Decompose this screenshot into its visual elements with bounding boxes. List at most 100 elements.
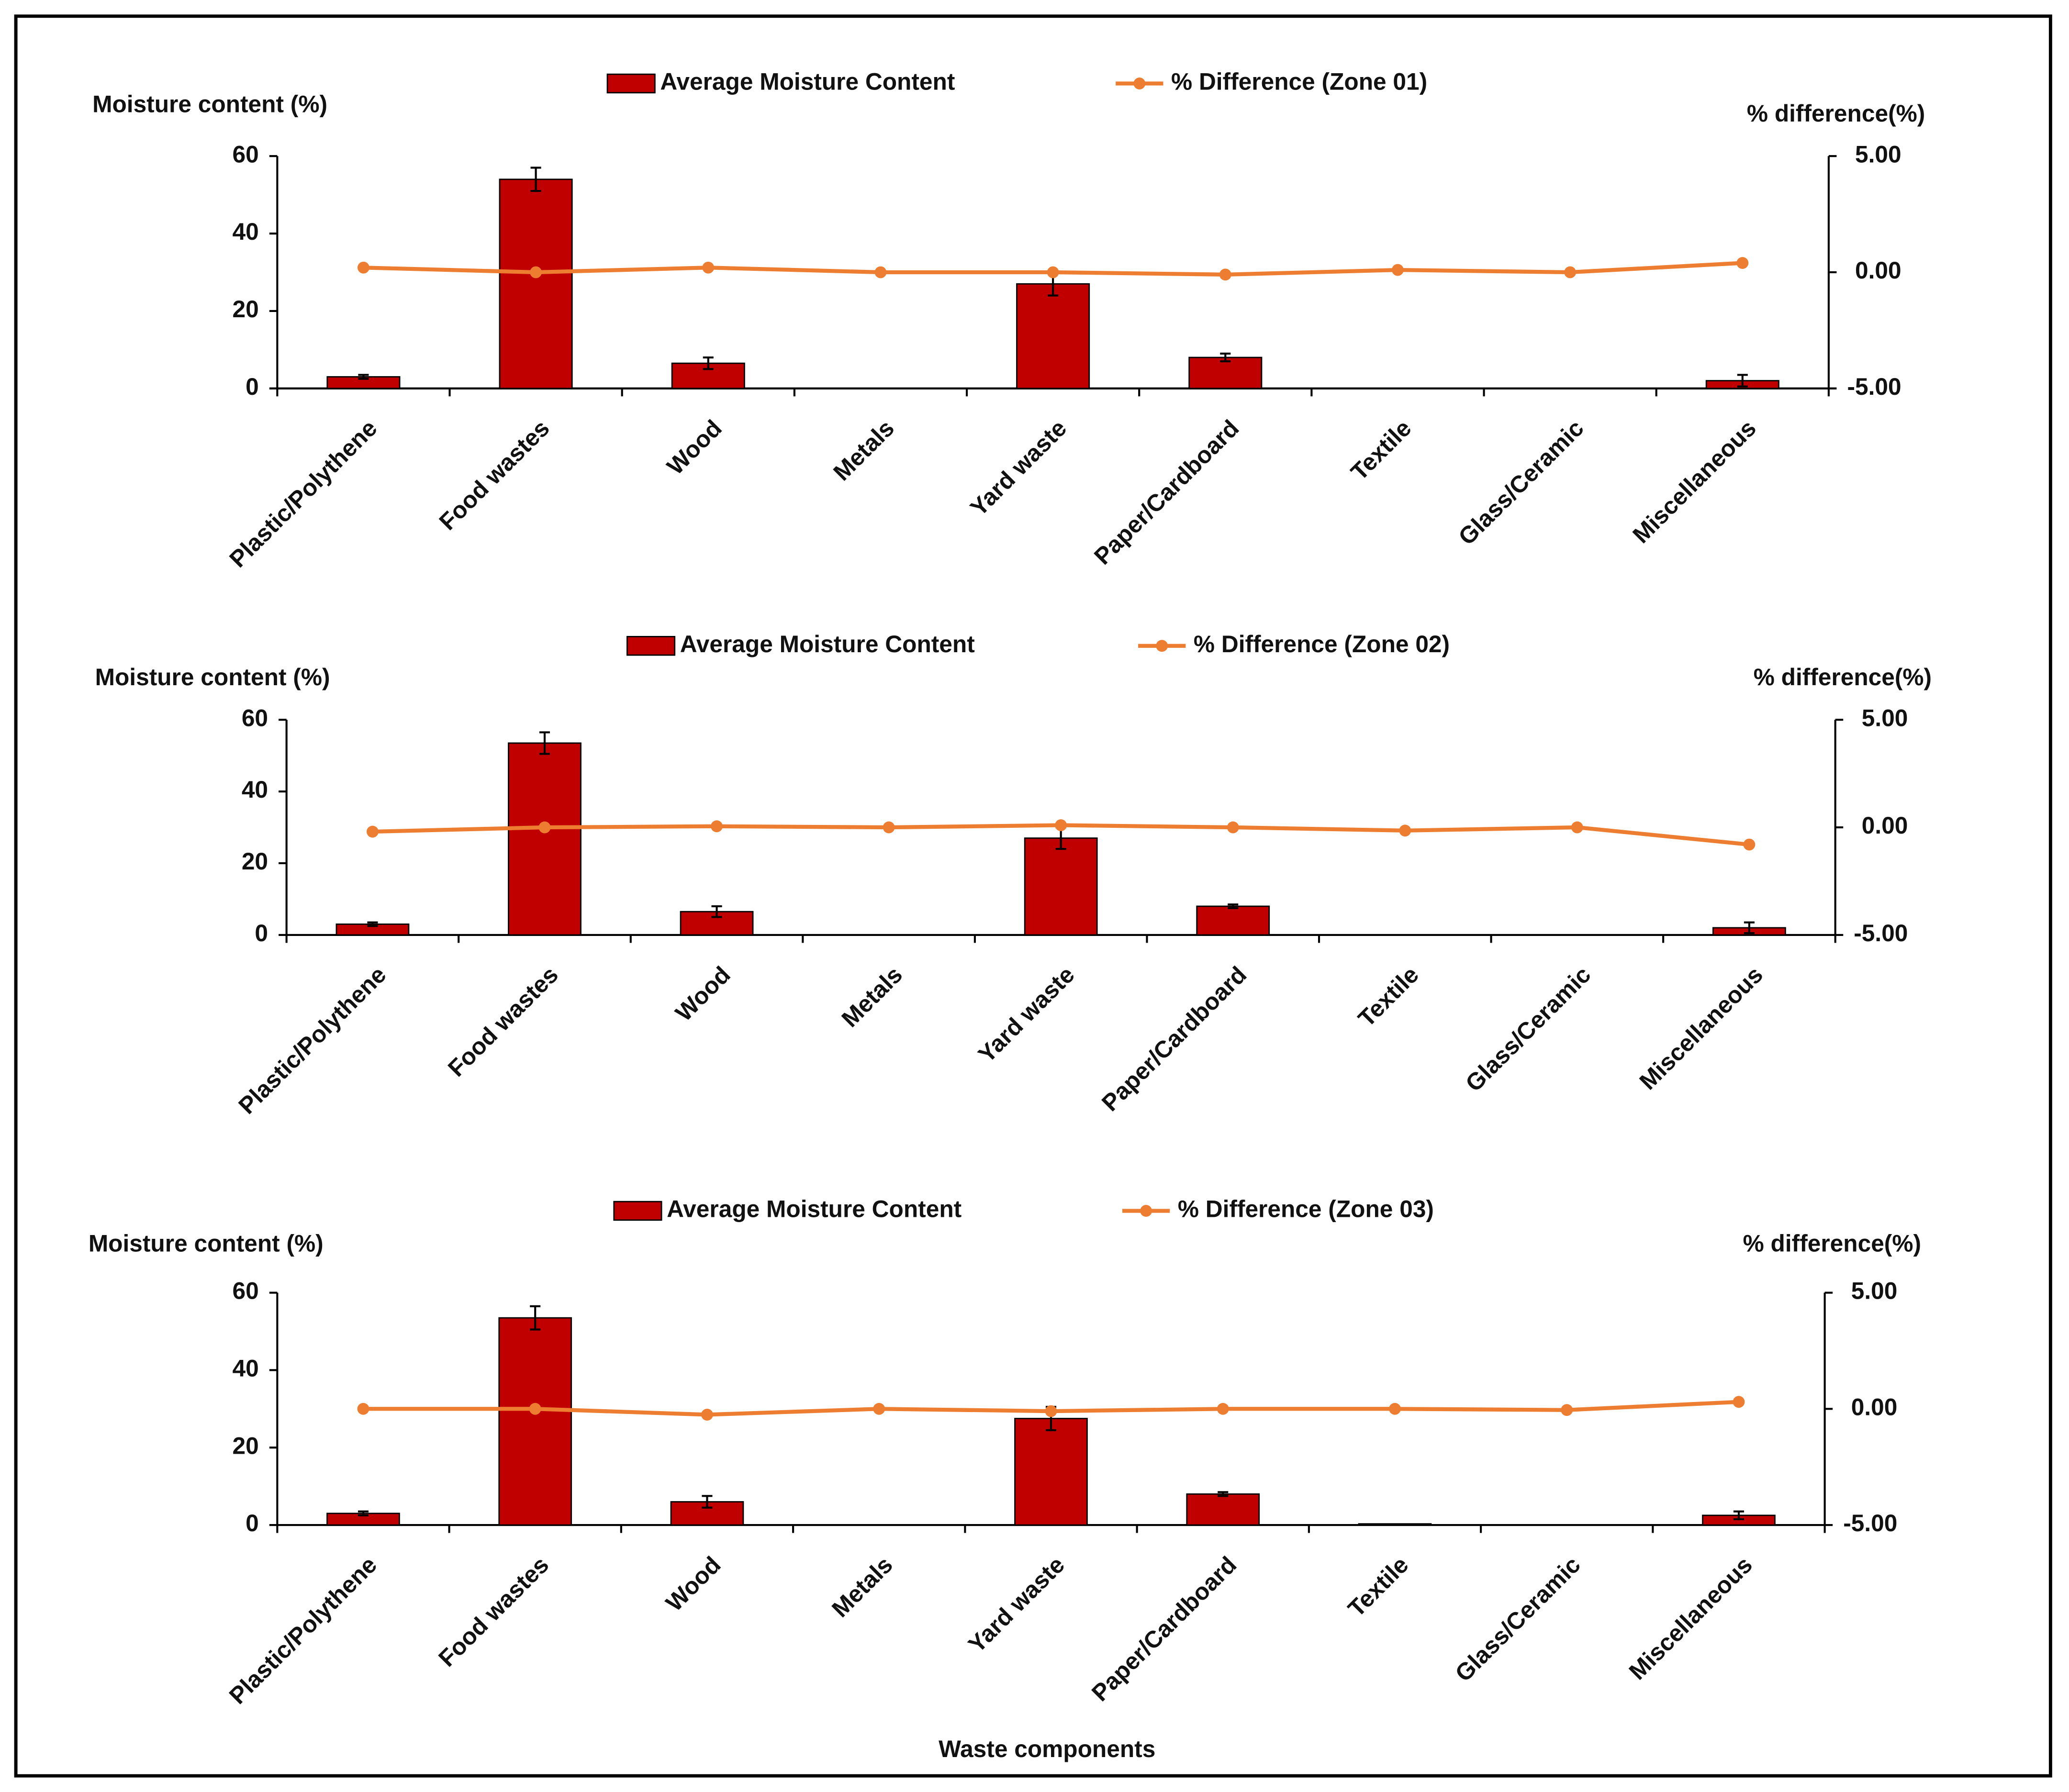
x-tick-label: Textile bbox=[1342, 1551, 1413, 1622]
error-bar bbox=[358, 374, 369, 380]
x-tick-label: Yard waste bbox=[965, 414, 1072, 521]
y2-tick-label: -5.00 bbox=[1847, 373, 1901, 400]
y-tick-label: 60 bbox=[233, 1278, 259, 1304]
error-bar bbox=[1218, 1491, 1229, 1497]
error-bar bbox=[367, 921, 378, 927]
y-tick-label: 20 bbox=[233, 296, 259, 323]
y-tick-label: 0 bbox=[255, 920, 268, 946]
bar bbox=[508, 742, 582, 936]
bar bbox=[326, 376, 401, 390]
line-point bbox=[1571, 821, 1583, 834]
x-tick-label: Paper/Cardboard bbox=[1086, 1551, 1241, 1706]
y-axis-title: Moisture content (%) bbox=[95, 664, 330, 690]
bar bbox=[1014, 1418, 1088, 1526]
error-bar bbox=[703, 356, 714, 370]
line-point bbox=[1055, 819, 1067, 831]
line-point bbox=[1219, 268, 1231, 281]
y2-tick-label: 5.00 bbox=[1862, 704, 1908, 731]
x-tick-label: Food wastes bbox=[433, 1551, 554, 1672]
error-bar bbox=[358, 1510, 369, 1516]
y-tick-label: 60 bbox=[233, 141, 259, 167]
legend-marker bbox=[1133, 78, 1146, 89]
line-point bbox=[1733, 1396, 1745, 1408]
y-tick-label: 40 bbox=[233, 1355, 259, 1381]
line-point bbox=[1389, 1402, 1401, 1415]
line-point bbox=[1736, 257, 1749, 269]
x-tick-label: Textile bbox=[1353, 961, 1424, 1032]
line-point bbox=[538, 821, 551, 834]
error-bar bbox=[1737, 374, 1748, 388]
line-point bbox=[702, 261, 715, 274]
error-bar bbox=[702, 1495, 713, 1509]
y-tick-label: 40 bbox=[233, 218, 259, 245]
line-point bbox=[1392, 264, 1404, 276]
x-axis-title: Waste components bbox=[939, 1736, 1155, 1762]
line-point bbox=[357, 1402, 369, 1415]
y-tick-label: 0 bbox=[246, 1510, 259, 1536]
y2-tick-label: -5.00 bbox=[1854, 920, 1908, 946]
legend-label: Average Moisture Content bbox=[667, 1196, 962, 1223]
x-tick-label: Paper/Cardboard bbox=[1089, 414, 1244, 569]
y2-tick-label: 0.00 bbox=[1862, 812, 1908, 839]
error-bar bbox=[539, 731, 550, 755]
y2-tick-label: 0.00 bbox=[1851, 1393, 1898, 1420]
line-point bbox=[358, 261, 369, 274]
x-tick-label: Paper/Cardboard bbox=[1096, 961, 1252, 1116]
error-bar bbox=[530, 1305, 541, 1331]
line-point bbox=[1743, 838, 1756, 851]
x-tick-label: Yard waste bbox=[973, 961, 1080, 1068]
x-tick-label: Glass/Ceramic bbox=[1453, 414, 1589, 550]
x-tick-label: Wood bbox=[670, 961, 735, 1026]
line-point bbox=[1227, 821, 1239, 834]
x-tick-label: Wood bbox=[661, 414, 727, 479]
line-point bbox=[1045, 1405, 1057, 1417]
frame bbox=[14, 14, 2052, 1778]
error-bar bbox=[1220, 352, 1231, 363]
legend-swatch bbox=[626, 636, 676, 656]
x-tick-label: Miscellaneous bbox=[1634, 961, 1768, 1095]
y2-tick-label: -5.00 bbox=[1843, 1510, 1897, 1536]
bar bbox=[1186, 1493, 1260, 1526]
legend-marker bbox=[1140, 1205, 1152, 1217]
x-tick-label: Glass/Ceramic bbox=[1450, 1551, 1586, 1687]
line-point bbox=[1399, 824, 1411, 837]
y-tick-label: 20 bbox=[233, 1432, 259, 1459]
x-tick-label: Metals bbox=[828, 414, 899, 486]
bar bbox=[499, 178, 573, 390]
line-point bbox=[530, 266, 542, 278]
x-tick-label: Food wastes bbox=[443, 961, 563, 1082]
error-bar bbox=[1733, 1510, 1745, 1520]
legend-label: % Difference (Zone 03) bbox=[1178, 1196, 1434, 1223]
line-point bbox=[1047, 266, 1059, 278]
bar bbox=[498, 1317, 572, 1526]
y2-axis-title: % difference(%) bbox=[1754, 664, 1932, 690]
y-tick-label: 20 bbox=[242, 848, 268, 875]
line-point bbox=[883, 821, 895, 834]
line-point bbox=[711, 820, 723, 833]
bar bbox=[1358, 1523, 1432, 1526]
line-point bbox=[1561, 1404, 1573, 1416]
x-tick-label: Plastic/Polythene bbox=[224, 1551, 382, 1709]
y-tick-label: 0 bbox=[246, 373, 259, 400]
line-point bbox=[529, 1402, 541, 1415]
line-point bbox=[873, 1402, 885, 1415]
error-bar bbox=[711, 905, 722, 918]
y-tick-label: 60 bbox=[242, 704, 268, 731]
x-tick-label: Food wastes bbox=[434, 414, 555, 535]
legend-swatch bbox=[613, 1201, 662, 1221]
error-bar bbox=[1228, 903, 1239, 909]
y-axis-title: Moisture content (%) bbox=[89, 1230, 324, 1257]
legend-label: Average Moisture Content bbox=[680, 631, 975, 657]
legend-label: % Difference (Zone 02) bbox=[1194, 631, 1450, 657]
bar bbox=[1196, 905, 1270, 936]
y2-axis-title: % difference(%) bbox=[1743, 1230, 1921, 1257]
y2-axis-title: % difference(%) bbox=[1747, 100, 1925, 127]
x-tick-label: Textile bbox=[1345, 414, 1416, 485]
error-bar bbox=[530, 167, 541, 192]
y-tick-label: 40 bbox=[242, 776, 268, 803]
legend-marker bbox=[1156, 640, 1168, 652]
x-tick-label: Miscellaneous bbox=[1624, 1551, 1758, 1685]
x-tick-label: Plastic/Polythene bbox=[233, 961, 391, 1119]
x-tick-label: Metals bbox=[836, 961, 907, 1033]
